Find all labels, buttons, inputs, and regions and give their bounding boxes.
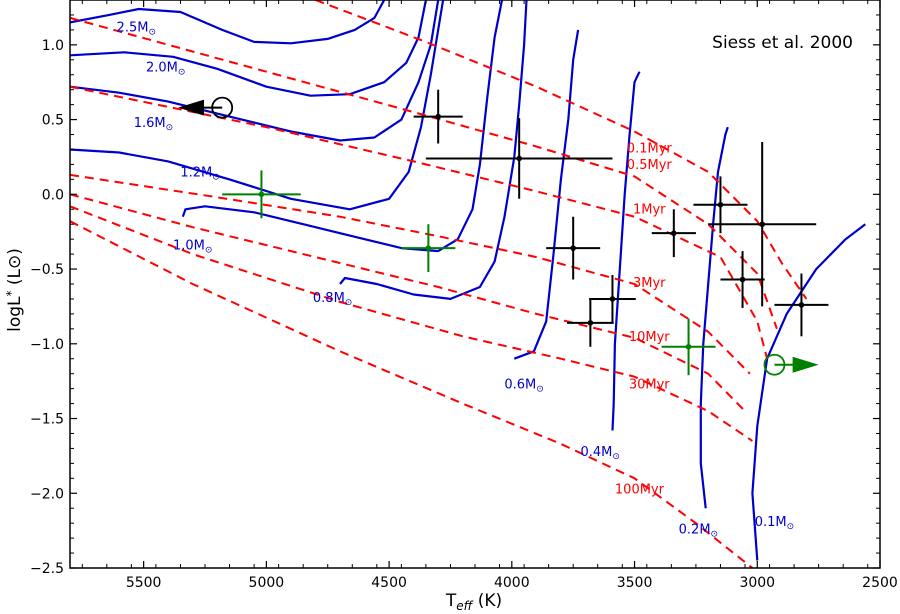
- axes: 5500 5000 4500 4000 3500 3000 2500 1.0 0.5 0.0 −0.…: [30, 0, 898, 591]
- mass-track-1: [70, 0, 427, 97]
- isochrone-3: [70, 173, 751, 375]
- y-tick-label: −2.0: [30, 486, 64, 502]
- y-axis-label: logL* (L⊙): [4, 248, 25, 332]
- isochrone-1: [70, 16, 778, 330]
- isochrone-0: [315, 0, 808, 300]
- isochrone-label: 0.5Myr: [627, 158, 673, 173]
- mass-track-6: [513, 29, 580, 360]
- mass-track-label: 0.6M⊙: [504, 378, 543, 395]
- isochrone-label: 0.1Myr: [627, 141, 673, 156]
- data-point: [567, 298, 614, 347]
- x-tick-label: 4000: [494, 575, 530, 591]
- mass-track-label: 2.0M⊙: [146, 61, 185, 78]
- data-point: [222, 170, 301, 219]
- data-point: [413, 89, 463, 144]
- x-tick-label: 3000: [739, 575, 775, 591]
- limit-marker: [178, 96, 234, 119]
- point-marker: [516, 155, 522, 162]
- mass-track-label: 0.8M⊙: [313, 291, 352, 308]
- mass-track-8: [699, 126, 729, 509]
- curve-labels: 2.5M⊙ 2.0M⊙ 1.6M⊙ 1.2M⊙ 1.0M⊙ 0.8M⊙ 0.6M⊙ 0.4M⊙…: [117, 20, 795, 539]
- mass-track-label: 1.6M⊙: [134, 116, 173, 133]
- isochrone-6: [70, 220, 754, 568]
- y-tick-label: −1.5: [30, 412, 64, 428]
- y-tick-label: 0.5: [42, 113, 64, 129]
- mass-track-5: [339, 0, 528, 300]
- x-tick-label: 5500: [126, 575, 162, 591]
- limit-marker: [763, 353, 819, 376]
- point-marker: [258, 191, 265, 198]
- point-marker: [587, 320, 594, 326]
- point-marker: [717, 201, 724, 208]
- point-marker: [798, 302, 805, 308]
- open-circle-marker: [211, 96, 234, 119]
- point-marker: [671, 230, 677, 236]
- open-circle-marker: [763, 353, 786, 376]
- x-tick-label: 5000: [249, 575, 285, 591]
- isochrone-label: 100Myr: [615, 482, 665, 497]
- mass-tracks: [70, 0, 866, 561]
- data-point: [425, 118, 613, 199]
- y-tick-label: −1.0: [30, 337, 64, 353]
- data-point: [774, 273, 829, 337]
- arrow-icon: [178, 99, 204, 116]
- data-point: [708, 142, 817, 307]
- isochrone-label: 3Myr: [633, 276, 666, 291]
- y-tick-label: −0.5: [30, 262, 64, 278]
- arrow-icon: [792, 356, 819, 373]
- point-marker: [425, 245, 432, 251]
- y-tick-label: −2.5: [30, 561, 64, 577]
- mass-track-label: 0.2M⊙: [679, 523, 718, 540]
- isochrone-4: [70, 193, 746, 412]
- isochrone-label: 30Myr: [629, 378, 670, 393]
- point-marker: [435, 113, 441, 120]
- data-point: [661, 318, 716, 376]
- upper-limit-markers: [178, 96, 819, 376]
- x-axis-label: Teff (K): [445, 591, 502, 613]
- isochrone-2: [70, 85, 769, 359]
- mass-track-9: [751, 223, 866, 561]
- mass-track-3: [70, 0, 445, 211]
- mass-track-4: [181, 0, 504, 253]
- data-point: [401, 224, 456, 273]
- mass-track-0: [70, 0, 386, 45]
- point-marker: [739, 276, 746, 283]
- mass-track-7: [611, 71, 641, 431]
- data-point: [546, 216, 601, 280]
- mass-track-label: 2.5M⊙: [117, 20, 156, 37]
- point-marker: [685, 343, 692, 350]
- isochrone-label: 1Myr: [633, 203, 666, 218]
- mass-track-label: 1.0M⊙: [173, 239, 212, 256]
- point-marker: [570, 245, 576, 251]
- y-tick-label: 1.0: [42, 38, 64, 54]
- x-tick-label: 3500: [617, 575, 653, 591]
- point-marker: [609, 296, 616, 302]
- isochrone-5: [70, 205, 753, 442]
- mass-track-label: 1.2M⊙: [180, 165, 219, 182]
- chart-title: Siess et al. 2000: [712, 33, 853, 53]
- x-tick-label: 2500: [862, 575, 898, 591]
- data-point: [651, 209, 696, 258]
- data-point: [720, 251, 765, 308]
- point-marker: [759, 221, 765, 228]
- y-tick-label: 0.0: [42, 187, 64, 203]
- isochrones: [70, 0, 808, 568]
- isochrone-label: 10Myr: [629, 330, 670, 345]
- data-points: [222, 89, 829, 376]
- mass-track-label: 0.4M⊙: [580, 445, 619, 462]
- x-tick-label: 4500: [371, 575, 407, 591]
- mass-track-2: [70, 0, 440, 142]
- data-point: [589, 275, 636, 323]
- mass-track-label: 0.1M⊙: [755, 515, 794, 532]
